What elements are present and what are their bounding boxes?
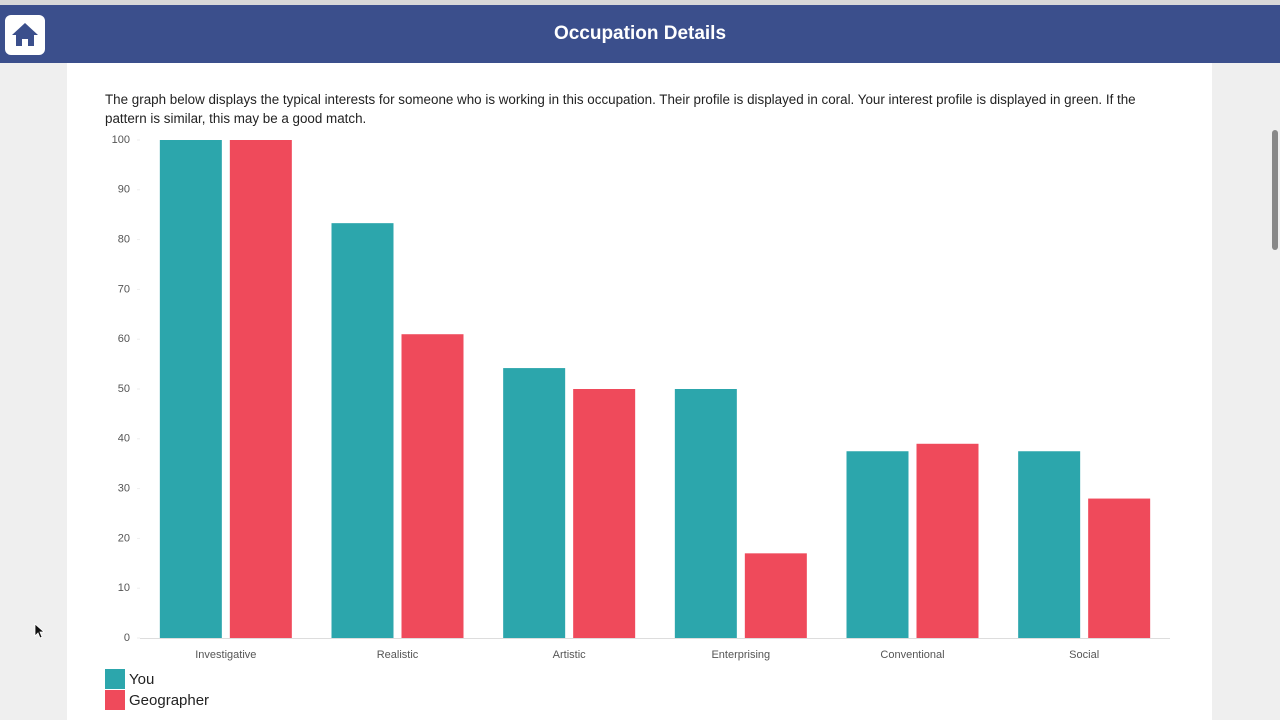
y-tick-label: 20 (118, 532, 130, 544)
y-tick-label: 50 (118, 383, 130, 395)
bar (1018, 451, 1081, 638)
home-button[interactable] (5, 15, 45, 55)
y-tick-label: 30 (118, 483, 130, 495)
legend-swatch (105, 690, 125, 710)
y-tick-label: 70 (118, 283, 130, 295)
y-tick-label: 90 (118, 184, 130, 196)
bar (846, 451, 909, 638)
x-tick-label: Investigative (195, 649, 256, 661)
y-tick-label: 10 (118, 582, 130, 594)
bar (401, 334, 464, 638)
bar (916, 443, 979, 638)
x-tick-label: Realistic (377, 649, 419, 661)
home-icon (12, 23, 38, 46)
description: The graph below displays the typical int… (105, 92, 1136, 126)
bar (674, 389, 737, 638)
x-tick-label: Social (1069, 649, 1099, 661)
bar (331, 223, 394, 638)
legend-label: Geographer (129, 692, 209, 709)
bar (744, 553, 807, 638)
scrollbar-thumb[interactable] (1272, 130, 1278, 250)
x-tick-label: Artistic (553, 649, 587, 661)
header-bar: Occupation Details (0, 5, 1280, 63)
y-tick-label: 40 (118, 433, 130, 445)
bar (1088, 498, 1151, 638)
x-tick-label: Enterprising (711, 649, 770, 661)
y-tick-label: 0 (124, 632, 130, 644)
bar (159, 140, 222, 638)
window-edge (0, 0, 1280, 5)
y-tick-label: 60 (118, 333, 130, 345)
bar (573, 389, 636, 638)
bar (503, 368, 566, 638)
bar (229, 140, 292, 638)
mouse-cursor (34, 623, 46, 639)
header-title: Occupation Details (553, 23, 727, 44)
legend-swatch (105, 669, 125, 689)
legend-label: You (129, 671, 154, 688)
x-tick-label: Conventional (880, 649, 944, 661)
y-tick-label: 80 (118, 234, 130, 246)
y-tick-label: 100 (112, 134, 130, 146)
